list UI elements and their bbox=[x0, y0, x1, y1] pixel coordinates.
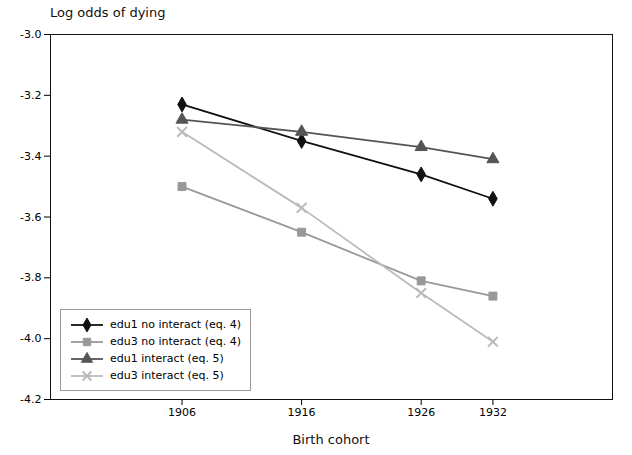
svg-text:-3.0: -3.0 bbox=[20, 28, 41, 41]
svg-text:-3.4: -3.4 bbox=[20, 150, 41, 163]
svg-text:-4.2: -4.2 bbox=[20, 393, 41, 406]
svg-text:1916: 1916 bbox=[288, 406, 316, 419]
svg-text:1906: 1906 bbox=[168, 406, 196, 419]
svg-text:-3.2: -3.2 bbox=[20, 89, 41, 102]
svg-text:-4.0: -4.0 bbox=[20, 332, 41, 345]
svg-text:1932: 1932 bbox=[479, 406, 507, 419]
svg-text:-3.8: -3.8 bbox=[20, 271, 41, 284]
html-text:edu1 interact (eq. 5): edu1 interact (eq. 5) bbox=[110, 352, 224, 365]
html-text:edu1 no interact (eq. 4): edu1 no interact (eq. 4) bbox=[110, 318, 241, 331]
html-text:edu3 no interact (eq. 4): edu3 no interact (eq. 4) bbox=[110, 335, 241, 348]
html-text:Birth cohort: Birth cohort bbox=[292, 432, 370, 447]
html-text:Log odds of dying: Log odds of dying bbox=[50, 5, 166, 20]
html-text:edu3 interact (eq. 5): edu3 interact (eq. 5) bbox=[110, 369, 224, 382]
svg-text:-3.6: -3.6 bbox=[20, 211, 41, 224]
svg-text:1926: 1926 bbox=[407, 406, 435, 419]
